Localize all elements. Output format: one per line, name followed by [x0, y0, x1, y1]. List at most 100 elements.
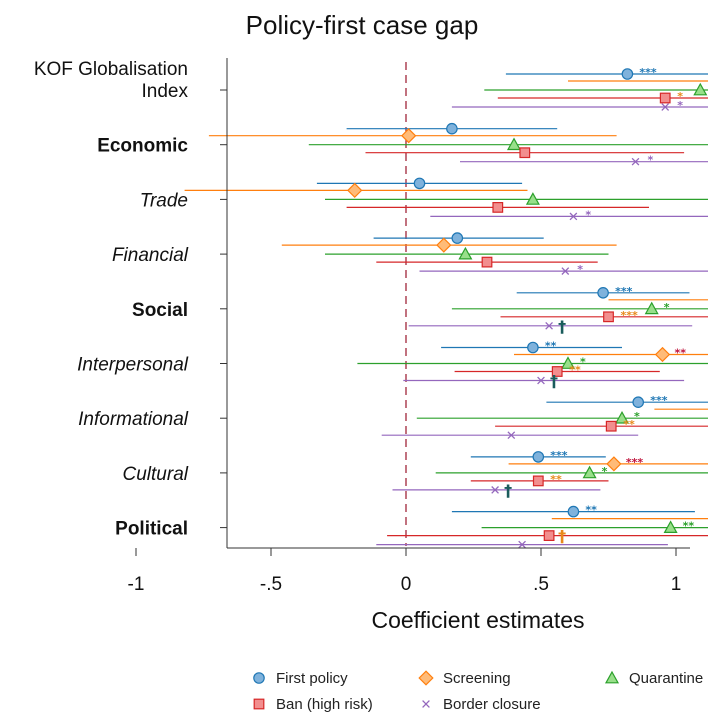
- point-estimate: [663, 520, 678, 534]
- series-quarantine: ********: [308, 82, 708, 534]
- y-tick-label: KOF Globalisation: [34, 59, 188, 80]
- x-tick-label: -.5: [260, 574, 282, 595]
- point-estimate: [537, 376, 545, 385]
- plot-area: ****************************************…: [184, 62, 708, 549]
- series-border-closure: ****†††: [376, 99, 708, 549]
- significance-label: **: [675, 347, 687, 360]
- point-estimate: [606, 456, 622, 472]
- legend-item: Screening: [418, 670, 511, 687]
- significance-label: †: [550, 372, 558, 391]
- point-estimate: [401, 128, 417, 144]
- y-tick-label: Economic: [97, 136, 188, 157]
- point-estimate: [451, 232, 464, 244]
- significance-label: **: [623, 418, 635, 431]
- legend-marker: [253, 672, 265, 684]
- point-estimate: [561, 267, 570, 275]
- significance-label: †: [504, 481, 512, 500]
- point-estimate: [519, 147, 531, 159]
- significance-label: ***: [626, 456, 644, 469]
- point-estimate: [436, 237, 452, 253]
- legend-label: Ban (high risk): [276, 696, 373, 713]
- legend-label: First policy: [276, 670, 348, 687]
- point-estimate: [569, 212, 578, 221]
- legend-marker: [422, 700, 430, 708]
- significance-label: *: [664, 301, 670, 314]
- point-estimate: [507, 431, 516, 440]
- legend-marker: [604, 670, 620, 684]
- point-estimate: [551, 366, 563, 377]
- point-estimate: [654, 346, 671, 363]
- point-estimate: [693, 82, 708, 96]
- significance-label: **: [683, 520, 695, 533]
- significance-label: *: [634, 410, 640, 423]
- significance-label: **: [550, 473, 562, 486]
- significance-label: **: [585, 504, 597, 517]
- point-estimate: [347, 182, 363, 199]
- y-tick-label: Interpersonal: [77, 355, 189, 376]
- point-estimate: [603, 311, 614, 323]
- y-tick-label: Political: [115, 519, 188, 540]
- x-tick-label: -1: [128, 574, 145, 595]
- significance-label: *: [677, 99, 683, 112]
- significance-label: ***: [615, 285, 633, 298]
- point-estimate: [532, 475, 544, 487]
- x-axis: -1-.50.511.5: [128, 547, 690, 595]
- significance-label: ***: [650, 394, 668, 407]
- point-estimate: [567, 505, 580, 518]
- significance-label: **: [569, 364, 581, 377]
- point-estimate: [491, 486, 499, 494]
- significance-label: ***: [639, 66, 657, 79]
- significance-label: ***: [621, 309, 639, 322]
- point-estimate: [632, 396, 644, 408]
- legend-item: Border closure: [422, 696, 541, 713]
- legend-label: Screening: [443, 670, 511, 687]
- point-estimate: [481, 256, 493, 268]
- significance-label: *: [585, 208, 591, 221]
- x-tick-label: .5: [533, 574, 549, 595]
- significance-label: *: [602, 465, 608, 478]
- legend-item: Ban (high risk): [253, 696, 373, 713]
- significance-label: *: [580, 356, 586, 369]
- y-tick-label: Index: [142, 81, 189, 102]
- point-estimate: [605, 420, 617, 432]
- point-estimate: [614, 410, 630, 424]
- significance-label: *: [577, 263, 583, 276]
- legend-item: Quarantine: [604, 670, 703, 687]
- significance-label: ***: [550, 449, 568, 462]
- legend-label: Border closure: [443, 696, 541, 713]
- legend-item: First policy: [253, 670, 348, 687]
- point-estimate: [446, 122, 458, 135]
- y-tick-label: Cultural: [123, 464, 189, 485]
- y-tick-label: Trade: [140, 190, 188, 211]
- significance-label: †: [558, 527, 566, 546]
- x-tick-label: 0: [401, 574, 412, 595]
- point-estimate: [545, 321, 553, 330]
- series-screening: ****************: [184, 80, 708, 520]
- significance-label: †: [558, 317, 566, 336]
- significance-label: **: [545, 340, 557, 353]
- point-estimate: [532, 451, 545, 463]
- point-estimate: [506, 137, 522, 151]
- point-estimate: [560, 356, 576, 369]
- x-axis-label: Coefficient estimates: [371, 607, 584, 633]
- legend: First policy Screening Quarantine Ban (high…: [253, 670, 703, 713]
- point-estimate: [458, 246, 473, 260]
- y-tick-label: Financial: [112, 245, 189, 266]
- point-estimate: [527, 341, 539, 354]
- significance-label: *: [648, 154, 654, 167]
- point-estimate: [492, 202, 504, 213]
- chart-title: Policy-first case gap: [246, 10, 479, 40]
- point-estimate: [659, 92, 671, 104]
- legend-label: Quarantine: [629, 670, 703, 687]
- series-first-policy: ****************: [316, 66, 708, 518]
- y-tick-label: Social: [132, 300, 188, 321]
- point-estimate: [582, 465, 597, 479]
- point-estimate: [621, 68, 634, 80]
- point-estimate: [661, 103, 670, 111]
- point-estimate: [525, 192, 540, 205]
- point-estimate: [413, 177, 426, 190]
- point-estimate: [597, 286, 609, 299]
- series-ban-high-risk: **********†: [346, 90, 708, 546]
